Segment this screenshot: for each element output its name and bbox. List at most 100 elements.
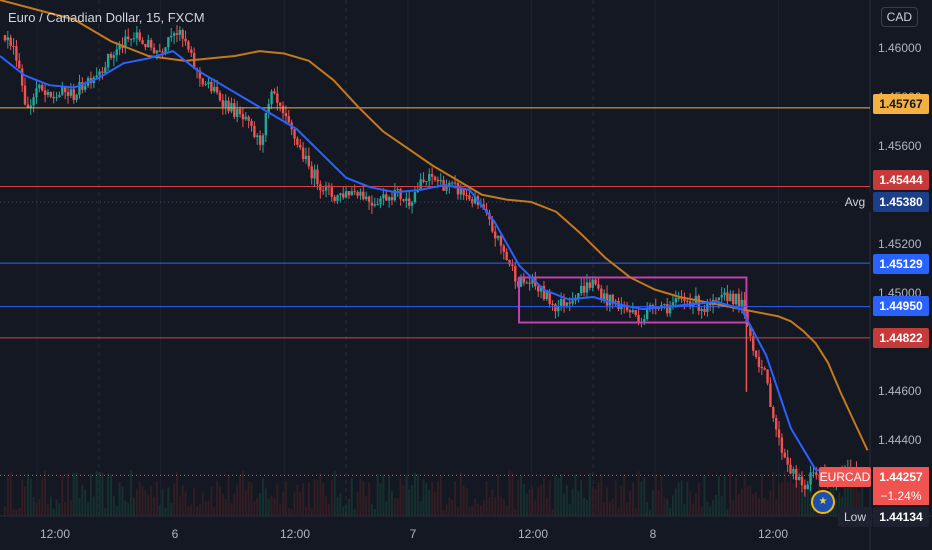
volume-bar (520, 474, 523, 516)
volume-bar (327, 503, 330, 516)
chart-title: Euro / Canadian Dollar, 15, FXCM (8, 10, 205, 25)
candle-body (668, 305, 672, 314)
low-price-tag: 1.44134 (873, 507, 929, 527)
candle-body (580, 285, 583, 294)
candle-body (628, 310, 632, 313)
candle-body (158, 50, 161, 52)
volume-bar (680, 480, 683, 516)
volume-bar (477, 503, 480, 516)
volume-bar (548, 480, 551, 516)
volume-bar (158, 504, 161, 516)
volume-bar (479, 505, 482, 516)
candle-body (582, 285, 586, 293)
candle-body (729, 293, 732, 302)
candle-body (634, 310, 637, 316)
candle-body (218, 92, 222, 101)
candle-body (436, 179, 440, 182)
candle-body (559, 299, 563, 306)
candle-body (737, 293, 741, 306)
currency-badge[interactable]: CAD (880, 7, 918, 27)
candle-body (267, 104, 270, 113)
volume-bar (26, 473, 29, 516)
avg-label: Avg (838, 192, 872, 212)
volume-bar (408, 489, 411, 516)
x-tick-label: 12:00 (39, 527, 71, 541)
change-percent: −1.24% (873, 487, 929, 505)
eu-flag-icon[interactable]: ★ (811, 490, 835, 514)
candle-body (577, 293, 580, 300)
candle-body (456, 183, 460, 195)
candle-body (542, 285, 546, 300)
volume-bar (112, 495, 115, 516)
candle-body (15, 46, 18, 61)
volume-bar (531, 487, 534, 516)
volume-bar (752, 494, 755, 516)
volume-bar (236, 484, 239, 516)
candle-body (319, 184, 322, 191)
volume-bar (64, 501, 67, 516)
volume-bar (104, 507, 107, 516)
volume-bar (585, 499, 588, 516)
volume-bar (628, 490, 631, 516)
candle-body (777, 429, 781, 438)
volume-bar (597, 482, 600, 516)
volume-bar (714, 494, 717, 516)
candle-body (723, 292, 726, 296)
volume-bar (138, 481, 141, 516)
candle-body (253, 125, 256, 137)
volume-bar (267, 498, 270, 516)
candle-body (324, 185, 328, 191)
volume-bar (577, 491, 580, 516)
candle-body (353, 191, 356, 193)
volume-bar (474, 498, 477, 516)
candle-body (258, 135, 262, 145)
volume-bar (196, 506, 199, 516)
candle-body (473, 196, 477, 204)
volume-bar (316, 480, 319, 516)
volume-bar (190, 504, 193, 516)
volume-bar (588, 473, 591, 516)
candle-body (591, 279, 594, 288)
volume-bar (485, 481, 488, 516)
volume-bar (161, 488, 164, 516)
candle-body (95, 75, 98, 78)
candle-body (364, 196, 368, 200)
volume-bar (631, 482, 634, 516)
candle-body (686, 300, 689, 302)
volume-bar (107, 473, 110, 516)
candle-body (362, 191, 365, 200)
candle-body (772, 407, 775, 419)
volume-bar (769, 490, 772, 516)
volume-bar (855, 476, 858, 516)
candle-body (519, 277, 523, 287)
volume-bar (293, 492, 296, 516)
volume-bar (436, 481, 439, 516)
low-label: Low (838, 507, 872, 527)
candle-body (256, 135, 259, 137)
volume-bar (95, 470, 98, 516)
candle-body (396, 189, 399, 191)
volume-bar (683, 503, 686, 516)
volume-bar (505, 505, 508, 516)
candle-body (124, 36, 127, 49)
volume-bar (778, 483, 781, 516)
y-tick-label: 1.44400 (878, 433, 922, 447)
volume-bar (388, 474, 391, 516)
fast-moving-average-line (0, 50, 861, 476)
candle-body (81, 82, 84, 90)
volume-bar (198, 504, 201, 516)
volume-bar (359, 478, 362, 516)
candle-body (631, 310, 635, 313)
volume-bar (75, 472, 78, 516)
candle-body (413, 192, 417, 203)
volume-bar (261, 478, 264, 516)
volume-bar (783, 470, 786, 516)
candle-body (734, 293, 738, 305)
volume-bar (649, 509, 652, 516)
volume-bar (795, 483, 798, 516)
volume-bar (763, 497, 766, 516)
volume-bar (385, 501, 388, 516)
volume-bar (689, 491, 692, 516)
candle-body (127, 36, 130, 40)
